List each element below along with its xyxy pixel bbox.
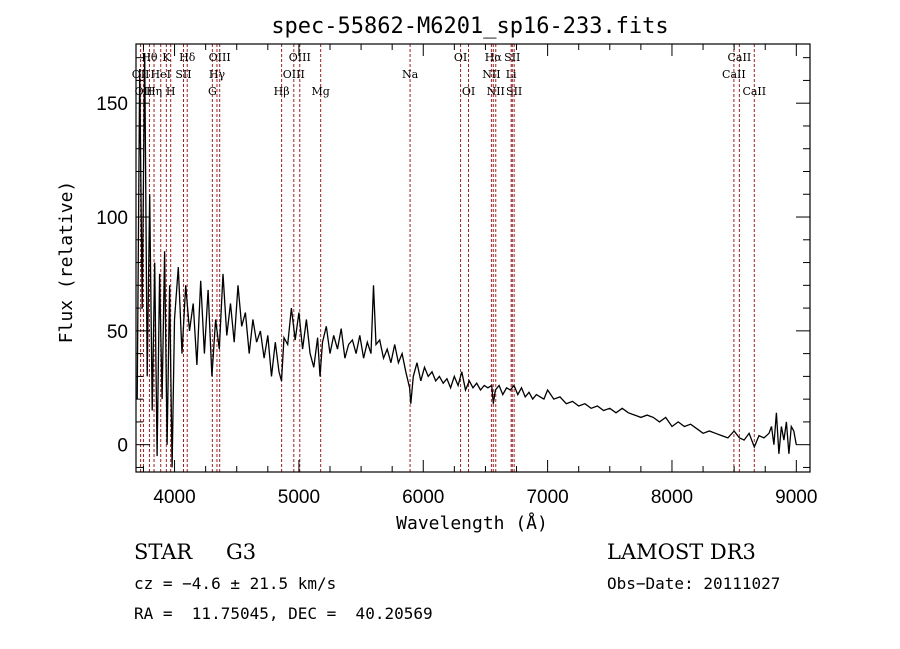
object-subclass: G3 — [226, 540, 257, 564]
marker-label-18: OI — [462, 85, 475, 98]
line-marker-labels: OIIOIIHθHηHeIKHSIIHδGHγOIIIHβOIIIOIIIMgN… — [132, 51, 766, 98]
x-tick-label: 4000 — [153, 487, 195, 508]
chart-title: spec-55862-M6201_sp16-233.fits — [271, 14, 668, 39]
marker-label-4: HeI — [151, 68, 171, 81]
marker-label-21: NII — [487, 85, 505, 98]
plot-frame — [135, 43, 811, 473]
y-tick-label: 50 — [107, 322, 128, 343]
marker-label-10: Hγ — [209, 68, 226, 81]
marker-label-17: OI — [454, 51, 467, 64]
survey-label: LAMOST DR3 — [607, 540, 756, 564]
x-tick-label: 9000 — [775, 487, 817, 508]
y-tick-label: 0 — [117, 436, 128, 457]
marker-label-23: SII — [504, 51, 520, 64]
marker-label-3: Hη — [146, 85, 162, 98]
y-tick-label: 150 — [96, 94, 128, 115]
line-markers — [140, 44, 755, 472]
x-axis-ticks: 4000 5000 6000 7000 8000 9000 — [142, 44, 817, 508]
x-axis-label: Wavelength (Å) — [396, 512, 548, 534]
object-class: STAR — [134, 540, 193, 564]
marker-label-11: OIII — [209, 51, 231, 64]
x-tick-label: 8000 — [651, 487, 693, 508]
obs-date: Obs−Date: 20111027 — [607, 574, 781, 593]
marker-label-26: CaII — [728, 51, 752, 64]
marker-label-20: Hα — [485, 51, 503, 64]
marker-label-14: OIII — [289, 51, 311, 64]
marker-label-13: OIII — [283, 68, 305, 81]
marker-label-12: Hβ — [274, 85, 290, 98]
marker-label-19: NII — [482, 68, 500, 81]
marker-label-5: K — [162, 51, 171, 64]
x-tick-label: 6000 — [402, 487, 444, 508]
marker-label-9: G — [208, 85, 217, 98]
redshift-value: cz = −4.6 ± 21.5 km/s — [134, 574, 337, 593]
marker-label-25: CaII — [722, 68, 746, 81]
marker-label-22: Li — [506, 68, 517, 81]
marker-label-16: Na — [402, 68, 419, 81]
x-tick-label: 5000 — [278, 487, 320, 508]
marker-label-27: CaII — [742, 85, 766, 98]
marker-label-15: Mg — [312, 85, 330, 98]
x-tick-label: 7000 — [526, 487, 568, 508]
marker-label-24: SII — [506, 85, 522, 98]
marker-label-2: Hθ — [141, 51, 158, 64]
marker-label-7: SII — [175, 68, 191, 81]
y-axis-ticks: 0 50 100 150 — [96, 57, 810, 468]
coordinates: RA = 11.75045, DEC = 40.20569 — [134, 604, 433, 623]
marker-label-8: Hδ — [179, 51, 196, 64]
marker-label-6: H — [166, 85, 176, 98]
y-tick-label: 100 — [96, 208, 128, 229]
spectrum-line — [136, 53, 797, 468]
y-axis-label: Flux (relative) — [56, 181, 77, 344]
marker-label-0: OII — [132, 68, 150, 81]
